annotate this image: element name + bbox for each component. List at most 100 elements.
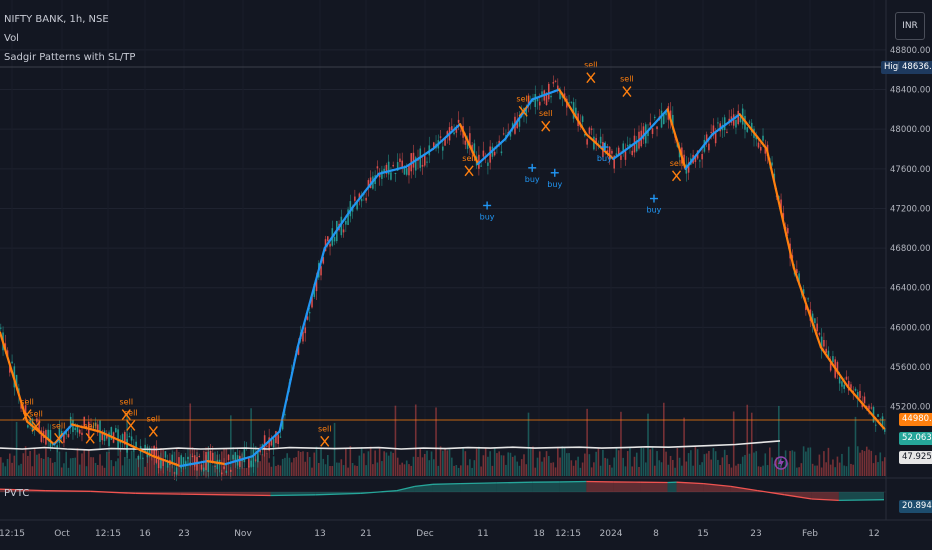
volume-bar — [656, 451, 658, 476]
sell-label: sell — [147, 414, 161, 423]
pvtc-line — [90, 490, 136, 495]
pvtc-pane-label[interactable]: PVTC — [4, 488, 30, 499]
volume-bar — [696, 449, 699, 476]
candle-body — [829, 362, 832, 371]
pvtc-area — [784, 492, 812, 499]
replay-icon[interactable] — [774, 456, 788, 470]
candle-body — [581, 116, 584, 122]
candle-body — [58, 428, 61, 444]
trend-segment — [558, 88, 565, 99]
sell-marker — [671, 170, 682, 182]
volume-bar — [209, 460, 212, 476]
candle-body — [155, 447, 158, 463]
volume-bar — [432, 459, 435, 476]
volume-bar — [266, 453, 268, 476]
volume-bar — [599, 465, 602, 476]
candle-body — [870, 407, 873, 409]
volume-bar — [306, 452, 309, 476]
candle-body — [755, 135, 758, 140]
candle-body — [311, 294, 313, 308]
volume-bar — [843, 465, 846, 476]
volume-bar — [390, 451, 392, 476]
volume-bar — [748, 453, 751, 476]
candle-body — [257, 450, 259, 463]
trend-segment — [332, 227, 340, 236]
trend-segment — [819, 346, 827, 355]
volume-bar — [326, 455, 329, 476]
volume-bar — [818, 454, 821, 476]
candle-body — [816, 323, 818, 332]
candle-body — [847, 380, 850, 391]
volume-bar — [604, 457, 606, 476]
volume-ma-line — [0, 440, 781, 451]
candle-body — [180, 455, 183, 469]
volume-bar — [412, 456, 415, 476]
candle-body — [342, 229, 345, 233]
candle-body — [868, 405, 870, 410]
candle-body — [392, 164, 394, 167]
sell-label: sell — [20, 398, 34, 407]
candle-body — [604, 142, 606, 150]
volume-bar — [473, 460, 476, 476]
volume-bar — [563, 447, 566, 476]
candle-body — [385, 164, 388, 174]
candle-body — [72, 420, 74, 433]
volume-bar — [814, 465, 816, 476]
sadgir-indicator-label[interactable]: Sadgir Patterns with SL/TP — [4, 52, 136, 63]
pvtc-area — [559, 481, 587, 492]
volume-bar — [20, 463, 22, 476]
volume-bar — [543, 457, 546, 476]
volume-bar — [76, 448, 79, 476]
volume-bar — [838, 462, 841, 476]
candle-body — [225, 470, 228, 473]
volume-bar — [387, 455, 390, 476]
volume-bar — [455, 465, 458, 476]
sell-marker — [54, 432, 64, 444]
volume-bar — [297, 450, 300, 476]
candle-body — [518, 119, 521, 127]
candle-body — [403, 167, 406, 175]
x-tick-label: 16 — [139, 529, 151, 539]
trend-segment — [860, 401, 868, 409]
volume-bar — [81, 453, 83, 476]
candle-body — [108, 432, 110, 447]
volume-bar — [94, 462, 97, 476]
trend-segment — [779, 207, 786, 230]
candle-body — [230, 469, 232, 472]
volume-bar — [356, 465, 358, 476]
volume-bar — [478, 446, 480, 476]
candle-body — [308, 312, 311, 314]
volume-bar — [421, 457, 424, 476]
candle-body — [482, 150, 485, 157]
sell-marker — [541, 120, 551, 132]
volume-bar — [717, 459, 719, 476]
trend-segment — [283, 388, 290, 412]
volume-bar — [730, 467, 733, 476]
volume-bar — [832, 459, 834, 476]
candle-body — [498, 140, 500, 145]
trend-segment — [743, 118, 750, 127]
volume-bar — [453, 465, 455, 476]
candle-body — [347, 209, 349, 225]
volume-bar — [115, 461, 117, 476]
currency-button[interactable]: INR — [895, 12, 925, 40]
volume-bar — [536, 457, 539, 476]
candle-body — [151, 449, 153, 454]
volume-bar — [640, 446, 643, 476]
volume-bar — [13, 455, 16, 476]
volume-bar — [63, 463, 65, 476]
candle-body — [464, 140, 467, 145]
candle-body — [333, 237, 336, 242]
volume-bar — [24, 446, 27, 476]
volume-bar — [728, 464, 730, 476]
volume-bar — [690, 450, 692, 476]
volume-bar — [841, 453, 843, 476]
sell-label: sell — [124, 408, 138, 417]
candle-body — [320, 266, 322, 276]
trend-segment — [355, 195, 362, 204]
volume-bar — [65, 451, 67, 476]
volume-indicator-label[interactable]: Vol — [4, 33, 19, 44]
x-tick-label: 8 — [653, 529, 659, 539]
volume-bar — [802, 446, 805, 476]
